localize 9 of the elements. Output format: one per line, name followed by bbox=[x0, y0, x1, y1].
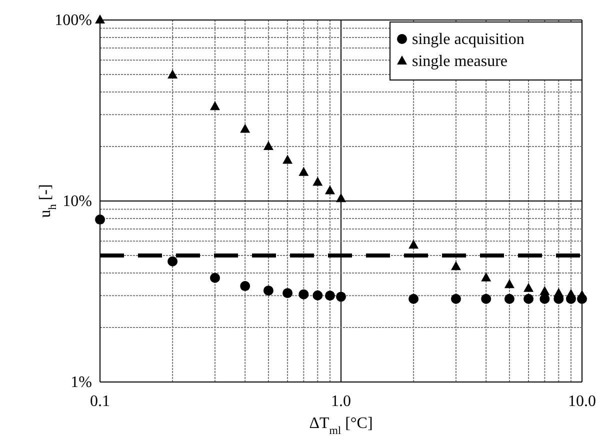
y-tick-label: 10% bbox=[62, 193, 92, 210]
legend-label: single measure bbox=[412, 53, 508, 70]
x-tick-label: 0.1 bbox=[90, 393, 110, 410]
legend-label: single acquisition bbox=[412, 31, 524, 48]
x-tick-label: 1.0 bbox=[331, 393, 351, 410]
y-tick-label: 100% bbox=[54, 12, 92, 29]
x-axis-title: ΔT$_{ml}$ [°C] bbox=[309, 415, 373, 437]
y-tick-label: 1% bbox=[70, 374, 92, 391]
x-tick-label: 10.0 bbox=[568, 393, 596, 410]
